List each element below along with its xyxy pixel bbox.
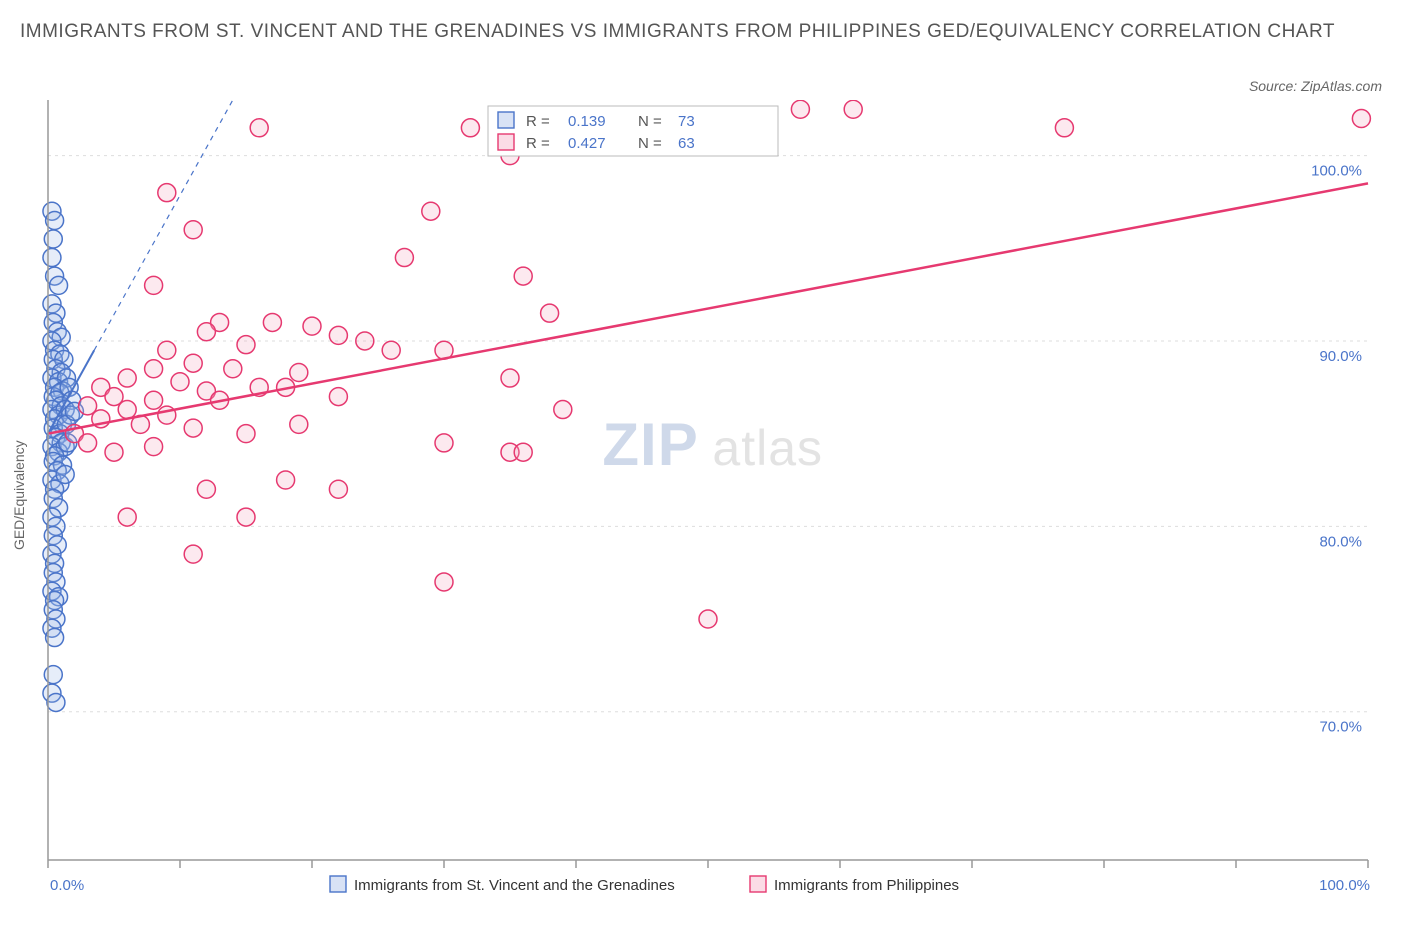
svg-text:N =: N = [638, 113, 662, 130]
legend-label: Immigrants from St. Vincent and the Gren… [354, 877, 675, 894]
legend-swatch [498, 112, 514, 128]
scatter-point [79, 434, 97, 452]
scatter-point [237, 508, 255, 526]
scatter-point [514, 267, 532, 285]
scatter-point [224, 360, 242, 378]
scatter-point [47, 693, 65, 711]
scatter-point [158, 184, 176, 202]
scatter-point [329, 326, 347, 344]
svg-text:80.0%: 80.0% [1319, 533, 1362, 550]
trend-line [48, 183, 1368, 433]
svg-text:100.0%: 100.0% [1311, 163, 1362, 180]
svg-text:0.0%: 0.0% [50, 877, 84, 894]
scatter-point [184, 221, 202, 239]
scatter-point [699, 610, 717, 628]
legend-swatch [498, 134, 514, 150]
scatter-point [50, 276, 68, 294]
scatter-point [145, 360, 163, 378]
scatter-point [171, 373, 189, 391]
scatter-point [44, 230, 62, 248]
scatter-point [145, 438, 163, 456]
scatter-point [435, 573, 453, 591]
scatter-point [329, 388, 347, 406]
page-title: IMMIGRANTS FROM ST. VINCENT AND THE GREN… [20, 18, 1386, 47]
scatter-point [44, 666, 62, 684]
legend-label: Immigrants from Philippines [774, 877, 959, 894]
scatter-point [422, 202, 440, 220]
correlation-chart: 70.0% 80.0% 90.0% 100.0% ZIPatlas 0.0% 100.0% G… [0, 100, 1406, 930]
scatter-point [237, 425, 255, 443]
legend-swatch [330, 876, 346, 892]
svg-text:0.139: 0.139 [568, 113, 606, 130]
scatter-point [118, 401, 136, 419]
svg-text:atlas: atlas [712, 420, 823, 476]
scatter-point [514, 443, 532, 461]
svg-text:100.0%: 100.0% [1319, 877, 1370, 894]
svg-text:R =: R = [526, 135, 550, 152]
scatter-point [237, 336, 255, 354]
scatter-point [263, 313, 281, 331]
legend-swatch [750, 876, 766, 892]
scatter-point [435, 434, 453, 452]
scatter-point [184, 419, 202, 437]
scatter-point [290, 415, 308, 433]
scatter-point [145, 391, 163, 409]
scatter-point [197, 323, 215, 341]
svg-text:63: 63 [678, 135, 695, 152]
svg-text:R =: R = [526, 113, 550, 130]
scatter-point [184, 545, 202, 563]
svg-text:0.427: 0.427 [568, 135, 606, 152]
scatter-point [1352, 110, 1370, 128]
scatter-point [461, 119, 479, 137]
scatter-point [118, 369, 136, 387]
scatter-point [43, 249, 61, 267]
svg-text:73: 73 [678, 113, 695, 130]
scatter-point [184, 354, 202, 372]
scatter-point [197, 480, 215, 498]
scatter-point [395, 249, 413, 267]
scatter-point [250, 119, 268, 137]
scatter-point [145, 276, 163, 294]
scatter-point [277, 471, 295, 489]
scatter-point [105, 443, 123, 461]
scatter-point [329, 480, 347, 498]
scatter-point [1055, 119, 1073, 137]
scatter-point [118, 508, 136, 526]
scatter-point [554, 401, 572, 419]
scatter-point [382, 341, 400, 359]
trend-line-extrapolated [94, 100, 233, 350]
scatter-point [290, 363, 308, 381]
scatter-point [501, 369, 519, 387]
source-attribution: Source: ZipAtlas.com [1249, 78, 1382, 94]
scatter-point [303, 317, 321, 335]
scatter-point [541, 304, 559, 322]
scatter-point [158, 341, 176, 359]
svg-text:N =: N = [638, 135, 662, 152]
y-axis-label: GED/Equivalency [11, 440, 27, 550]
scatter-point [356, 332, 374, 350]
svg-text:90.0%: 90.0% [1319, 348, 1362, 365]
scatter-point [791, 100, 809, 118]
svg-text:ZIP: ZIP [602, 411, 698, 478]
svg-text:70.0%: 70.0% [1319, 719, 1362, 736]
scatter-point [844, 100, 862, 118]
